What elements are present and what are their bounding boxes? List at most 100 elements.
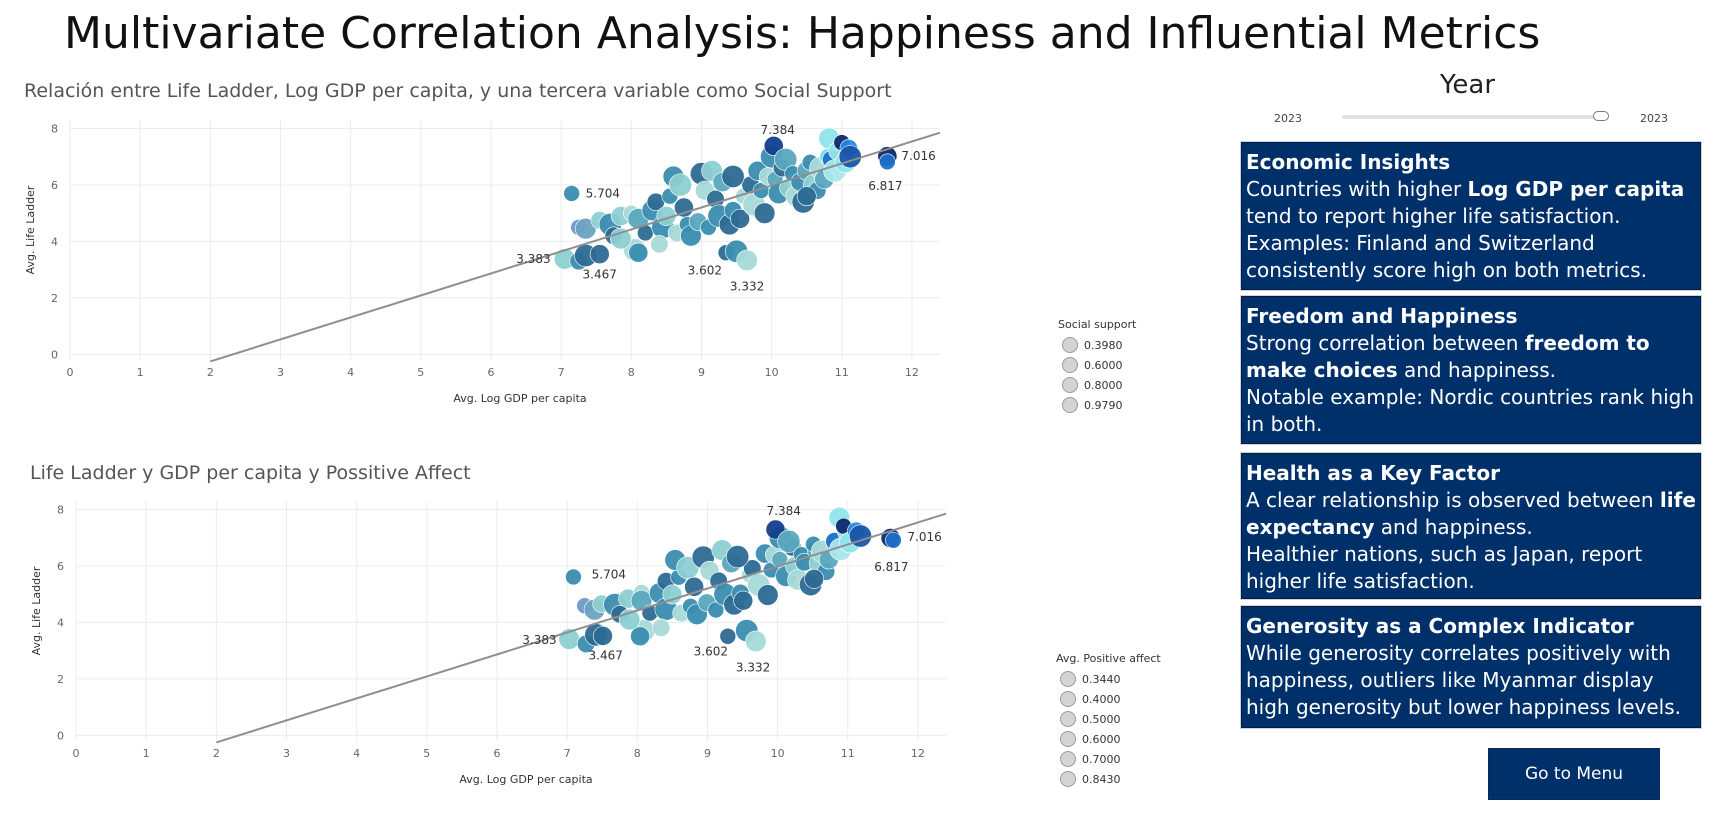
x-tick-label: 3	[283, 747, 290, 760]
x-tick-label: 9	[698, 366, 705, 379]
insight-generosity: Generosity as a Complex Indicator While g…	[1241, 606, 1701, 728]
x-tick-label: 7	[558, 366, 565, 379]
scatter-point[interactable]	[650, 235, 669, 254]
legend-item: 0.8430	[1056, 769, 1161, 789]
scatter-point[interactable]	[563, 185, 580, 202]
scatter-point[interactable]	[736, 249, 758, 272]
x-tick-label: 2	[213, 747, 220, 760]
scatter-point[interactable]	[745, 630, 767, 653]
insight-text: Notable example: Nordic countries rank h…	[1246, 385, 1695, 436]
data-label: 6.817	[868, 179, 902, 193]
x-tick-label: 8	[634, 747, 641, 760]
legend-item: 0.8000	[1058, 375, 1136, 395]
x-tick-label: 1	[143, 747, 150, 760]
x-tick-label: 4	[347, 366, 354, 379]
x-tick-label: 1	[137, 366, 144, 379]
legend-item: 0.9790	[1058, 395, 1136, 415]
legend-title: Avg. Positive affect	[1056, 652, 1161, 665]
x-tick-label: 5	[423, 747, 430, 760]
x-tick-label: 10	[765, 366, 779, 379]
scatter-point[interactable]	[804, 569, 824, 589]
trend-line	[216, 512, 947, 744]
y-axis-label: Avg. Life Ladder	[30, 566, 43, 655]
x-tick-label: 11	[841, 747, 855, 760]
scatter-point[interactable]	[726, 545, 750, 569]
x-axis-label: Avg. Log GDP per capita	[453, 392, 586, 405]
scatter-point[interactable]	[879, 153, 896, 171]
scatter-point[interactable]	[628, 242, 649, 263]
legend-swatch	[1060, 751, 1076, 767]
scatter-point[interactable]	[652, 618, 671, 637]
legend-positive-affect: Avg. Positive affect 0.3440 0.4000 0.500…	[1056, 652, 1161, 789]
x-tick-label: 8	[628, 366, 635, 379]
scatter-point[interactable]	[733, 590, 754, 611]
y-tick-label: 0	[57, 729, 64, 742]
insight-freedom: Freedom and Happiness Strong correlation …	[1241, 296, 1701, 444]
insight-heading: Economic Insights	[1246, 150, 1451, 174]
chart-1-title: Relación entre Life Ladder, Log GDP per …	[24, 80, 892, 102]
insight-text: A clear relationship is observed between…	[1246, 488, 1696, 539]
x-tick-label: 9	[704, 747, 711, 760]
insight-health: Health as a Key Factor A clear relationsh…	[1241, 453, 1701, 599]
year-min-label: 2023	[1274, 112, 1302, 125]
data-label: 3.602	[694, 645, 728, 659]
scatter-point[interactable]	[721, 164, 745, 188]
scatter-point[interactable]	[885, 531, 902, 549]
scatter-point[interactable]	[757, 584, 779, 606]
scatter-point[interactable]	[796, 186, 817, 207]
chart-2-title: Life Ladder y GDP per capita y Possitive…	[30, 462, 471, 484]
data-label: 3.332	[730, 279, 764, 293]
scatter-point[interactable]	[574, 218, 597, 240]
scatter-point[interactable]	[565, 568, 582, 586]
legend-swatch	[1062, 337, 1078, 353]
data-label: 3.467	[583, 267, 617, 281]
scatter-point[interactable]	[589, 244, 610, 265]
year-slider-track[interactable]	[1342, 115, 1602, 119]
x-tick-label: 6	[493, 747, 500, 760]
insight-text: Countries with higher Log GDP per capita…	[1246, 177, 1685, 228]
y-tick-label: 0	[51, 348, 58, 361]
scatter-point[interactable]	[777, 529, 801, 553]
scatter-point[interactable]	[668, 173, 692, 197]
year-max-label: 2023	[1640, 112, 1668, 125]
insight-text: While generosity correlates positively w…	[1246, 641, 1681, 719]
data-label: 3.383	[522, 633, 556, 647]
scatter-point[interactable]	[707, 601, 725, 619]
data-label: 5.704	[586, 186, 620, 200]
y-tick-label: 6	[57, 560, 64, 573]
legend-swatch	[1060, 731, 1076, 747]
scatter-point[interactable]	[771, 551, 789, 568]
scatter-point[interactable]	[662, 584, 683, 605]
scatter-point[interactable]	[719, 627, 737, 645]
x-tick-label: 7	[564, 747, 571, 760]
go-to-menu-button[interactable]: Go to Menu	[1488, 748, 1660, 800]
legend-swatch	[1062, 377, 1078, 393]
insight-heading: Freedom and Happiness	[1246, 304, 1518, 328]
legend-swatch	[1062, 357, 1078, 373]
legend-item: 0.4000	[1056, 689, 1161, 709]
legend-item: 0.6000	[1056, 729, 1161, 749]
year-slider-thumb[interactable]	[1593, 111, 1609, 121]
scatter-point[interactable]	[730, 208, 750, 229]
data-label: 3.467	[589, 648, 623, 662]
legend-item: 0.3440	[1056, 669, 1161, 689]
insight-heading: Generosity as a Complex Indicator	[1246, 614, 1634, 638]
scatter-point[interactable]	[753, 202, 776, 224]
x-tick-label: 11	[835, 366, 849, 379]
insight-text: Strong correlation between freedom to ma…	[1246, 331, 1650, 382]
y-tick-label: 8	[51, 122, 58, 135]
y-tick-label: 2	[51, 292, 58, 305]
y-tick-label: 2	[57, 673, 64, 686]
legend-swatch	[1060, 671, 1076, 687]
scatter-point[interactable]	[630, 626, 650, 647]
data-label: 3.332	[736, 660, 770, 674]
legend-social-support: Social support 0.3980 0.6000 0.8000 0.97…	[1058, 318, 1136, 415]
data-label: 7.016	[907, 530, 941, 544]
trend-line	[210, 131, 941, 363]
scatter-point[interactable]	[838, 145, 862, 169]
scatter-point[interactable]	[593, 626, 613, 646]
y-axis-label: Avg. Life Ladder	[24, 185, 37, 274]
x-tick-label: 4	[353, 747, 360, 760]
